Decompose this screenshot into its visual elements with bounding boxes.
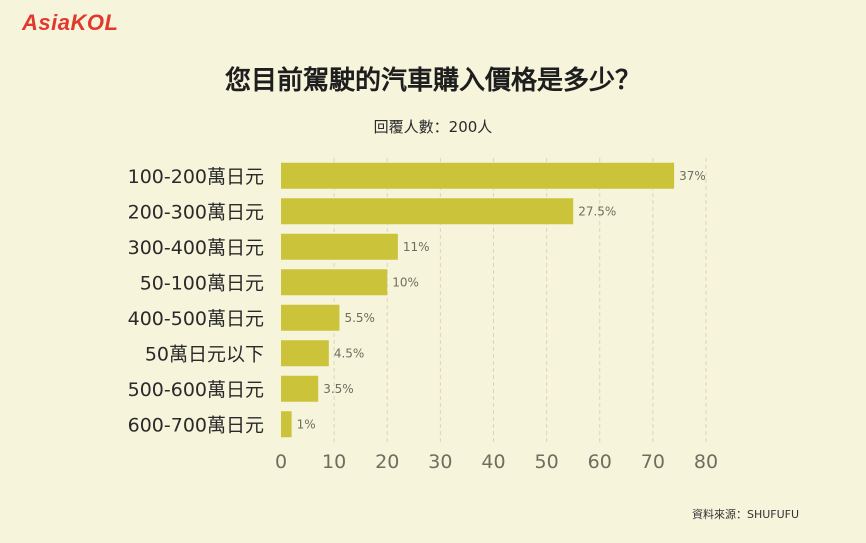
x-tick-label: 0 bbox=[275, 451, 287, 473]
data-label: 1% bbox=[297, 417, 316, 431]
data-label: 10% bbox=[392, 275, 419, 289]
data-label: 5.5% bbox=[344, 311, 375, 325]
x-tick-label: 30 bbox=[428, 451, 452, 473]
category-label: 500-600萬日元 bbox=[128, 379, 264, 401]
bar bbox=[281, 375, 319, 402]
bar bbox=[281, 162, 675, 189]
x-tick-label: 60 bbox=[588, 451, 612, 473]
chart-title: 您目前駕駛的汽車購入價格是多少？ bbox=[224, 66, 641, 96]
bar bbox=[281, 198, 574, 225]
bar bbox=[281, 269, 388, 296]
bar bbox=[281, 411, 292, 438]
x-tick-label: 10 bbox=[322, 451, 346, 473]
x-tick-label: 20 bbox=[375, 451, 399, 473]
bar bbox=[281, 233, 398, 260]
category-label: 50萬日元以下 bbox=[145, 343, 264, 365]
x-tick-label: 50 bbox=[535, 451, 559, 473]
category-label: 200-300萬日元 bbox=[128, 201, 264, 223]
x-tick-label: 40 bbox=[481, 451, 505, 473]
bar bbox=[281, 340, 329, 367]
source-note: 資料來源：SHUFUFU bbox=[692, 508, 800, 521]
category-label: 600-700萬日元 bbox=[128, 414, 264, 436]
category-label: 100-200萬日元 bbox=[128, 166, 264, 188]
category-label: 50-100萬日元 bbox=[140, 272, 264, 294]
data-label: 4.5% bbox=[334, 346, 365, 360]
asiakol-logo: AsiaKOL bbox=[22, 10, 119, 35]
category-label: 300-400萬日元 bbox=[128, 237, 264, 259]
data-label: 37% bbox=[679, 169, 706, 183]
data-label: 11% bbox=[403, 240, 430, 254]
x-tick-label: 80 bbox=[694, 451, 718, 473]
category-label: 400-500萬日元 bbox=[128, 308, 264, 330]
x-tick-label: 70 bbox=[641, 451, 665, 473]
bar bbox=[281, 304, 340, 331]
chart-subtitle: 回覆人數：200人 bbox=[373, 118, 493, 136]
data-label: 27.5% bbox=[578, 204, 616, 218]
data-label: 3.5% bbox=[323, 382, 354, 396]
